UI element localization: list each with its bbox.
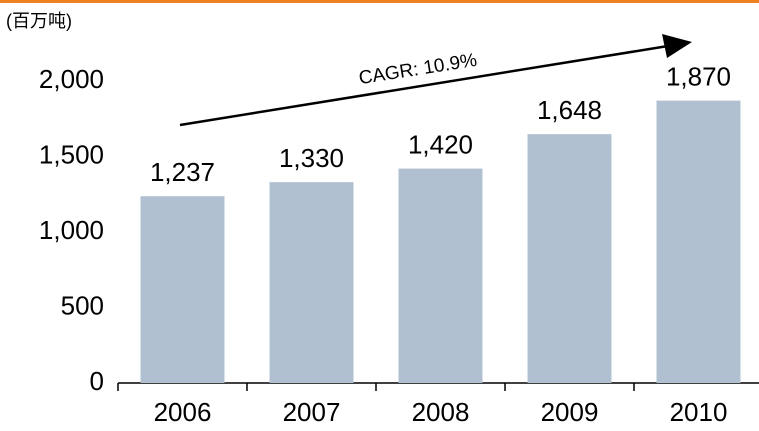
- x-tick-label: 2010: [670, 397, 728, 427]
- y-axis-label: (百万吨): [6, 11, 72, 31]
- bar: [656, 100, 741, 383]
- cagr-arrow: [179, 44, 669, 127]
- value-label: 1,237: [150, 157, 215, 187]
- y-tick-label: 2,000: [39, 64, 104, 94]
- bar: [140, 196, 225, 383]
- y-tick-label: 0: [90, 366, 104, 396]
- bar: [398, 168, 483, 383]
- x-tick-label: 2007: [283, 397, 341, 427]
- cagr-arrowhead: [662, 34, 692, 58]
- bar: [527, 134, 612, 383]
- y-tick-label: 1,000: [39, 215, 104, 245]
- value-label: 1,648: [537, 95, 602, 125]
- value-label: 1,870: [666, 62, 731, 92]
- value-label: 1,420: [408, 129, 473, 159]
- top-rule: [0, 0, 759, 3]
- x-tick-label: 2009: [541, 397, 599, 427]
- value-label: 1,330: [279, 143, 344, 173]
- x-tick-label: 2008: [412, 397, 470, 427]
- bar: [269, 182, 354, 383]
- y-tick-label: 500: [61, 290, 104, 320]
- x-tick-label: 2006: [154, 397, 212, 427]
- cagr-annotation: CAGR: 10.9%: [357, 50, 478, 89]
- y-tick-label: 1,500: [39, 139, 104, 169]
